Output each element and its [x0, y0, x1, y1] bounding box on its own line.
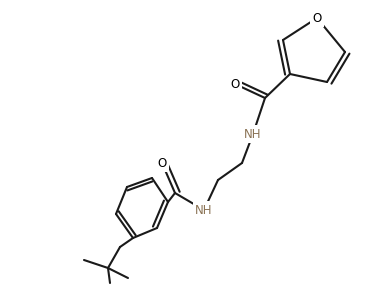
- Text: O: O: [312, 12, 322, 25]
- Text: NH: NH: [244, 128, 262, 141]
- Text: NH: NH: [195, 204, 213, 216]
- Text: O: O: [157, 157, 167, 170]
- Text: O: O: [230, 78, 240, 91]
